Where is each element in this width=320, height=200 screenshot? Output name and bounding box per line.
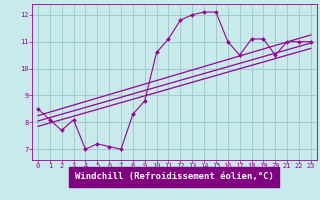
X-axis label: Windchill (Refroidissement éolien,°C): Windchill (Refroidissement éolien,°C) <box>75 172 274 181</box>
